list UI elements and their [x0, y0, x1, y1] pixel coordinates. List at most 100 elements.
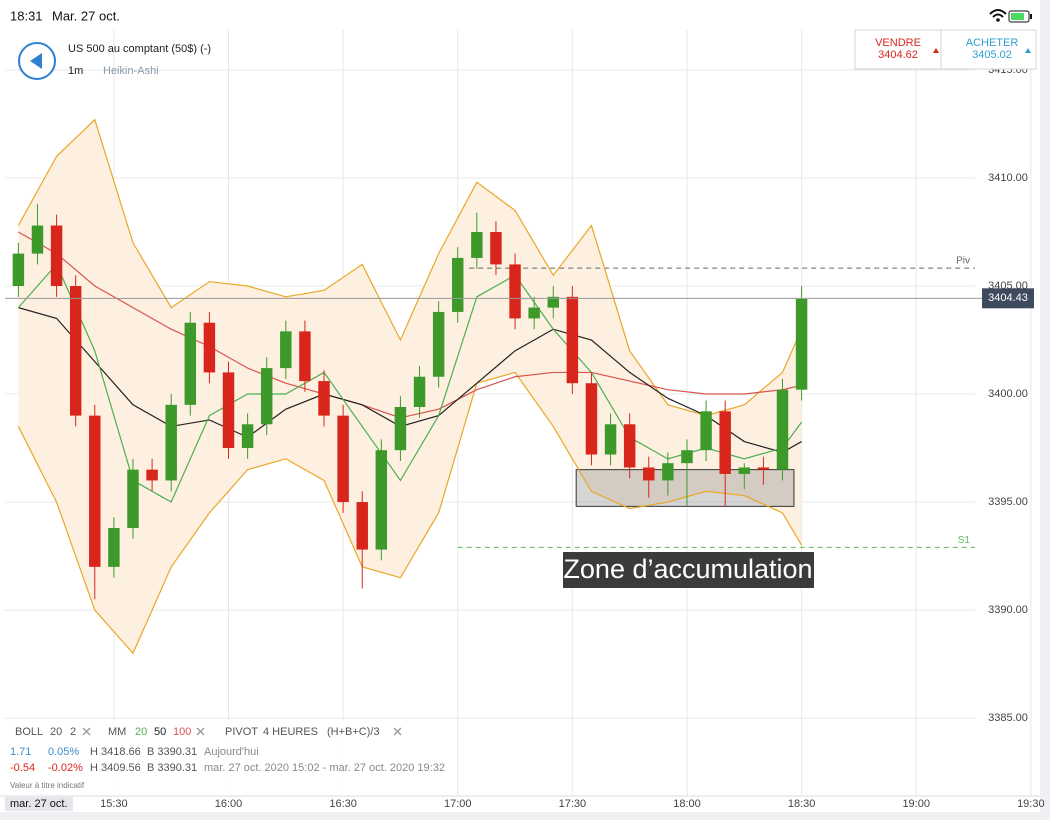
- candle-body: [280, 331, 292, 369]
- candle-body: [50, 225, 63, 287]
- annotation-box: [563, 552, 814, 588]
- candle-body: [795, 298, 808, 390]
- legend-remove[interactable]: [82, 727, 91, 736]
- candle-body: [681, 450, 693, 464]
- candle-body: [776, 389, 789, 470]
- pivot-label: Piv: [956, 256, 970, 267]
- instrument: US 500 au comptant (50$) (-): [68, 43, 211, 55]
- x-tick-label: 17:30: [559, 798, 587, 810]
- candle-body: [31, 225, 44, 254]
- candle-body: [108, 527, 120, 567]
- buy-label: ACHETER: [966, 37, 1019, 49]
- candle-body: [490, 231, 502, 265]
- x-tick-label: 16:30: [329, 798, 357, 810]
- y-tick-label: 3390.00: [988, 604, 1028, 616]
- pivot-label: S1: [958, 535, 971, 546]
- legend-param: (H+B+C)/3: [327, 726, 380, 738]
- plot: PivS13385.003390.003395.003400.003405.00…: [5, 30, 1032, 795]
- candle-body: [89, 415, 101, 567]
- x-tick-label: 19:30: [1017, 798, 1045, 810]
- legend-indicator[interactable]: PIVOT: [225, 726, 258, 738]
- legend-high: H 3418.66: [90, 746, 141, 758]
- candle-body: [299, 331, 311, 382]
- x-tick-label: 17:00: [444, 798, 472, 810]
- x-tick-label: 19:00: [902, 798, 930, 810]
- legend-remove[interactable]: [196, 727, 205, 736]
- candle-body: [662, 463, 674, 481]
- annotation: Zone d’accumulation: [563, 554, 812, 584]
- candle-body: [318, 381, 330, 416]
- candle-body: [585, 383, 598, 455]
- legend-change: -0.54: [10, 762, 35, 774]
- candle-body: [241, 424, 254, 449]
- candle-body: [413, 376, 426, 407]
- sell-price: 3404.62: [878, 49, 918, 61]
- candle-body: [432, 311, 445, 377]
- x-tick-label: 16:00: [215, 798, 243, 810]
- candle-body: [509, 264, 521, 319]
- chart-style[interactable]: Heikin-Ashi: [103, 65, 159, 77]
- legend-indicator[interactable]: MM: [108, 726, 126, 738]
- candle-body: [757, 467, 770, 470]
- legend-indicator[interactable]: BOLL: [15, 726, 43, 738]
- x-tick-label: 18:00: [673, 798, 701, 810]
- candle-body: [127, 469, 139, 528]
- x-tick-label: 18:30: [788, 798, 816, 810]
- accumulation-zone: [575, 469, 795, 507]
- candle-body: [471, 231, 483, 258]
- legend-period: Aujourd'hui: [204, 746, 259, 758]
- buy-price: 3405.02: [972, 49, 1012, 61]
- legend-note: Valeur à titre indicatif: [10, 781, 85, 790]
- indicator-line: [17, 118, 803, 417]
- candle-body: [222, 372, 235, 449]
- date-badge: [5, 797, 73, 811]
- candle-body: [356, 502, 368, 550]
- last-price-box: [982, 288, 1034, 309]
- legend-remove[interactable]: [393, 727, 402, 736]
- y-tick-label: 3400.00: [988, 388, 1028, 400]
- y-tick-label: 3395.00: [988, 496, 1028, 508]
- sell-button[interactable]: VENDRE 3404.62: [854, 29, 942, 70]
- candle-body: [375, 450, 388, 550]
- last-price-label: 3404.43: [988, 292, 1028, 304]
- date-badge-text: mar. 27 oct.: [10, 798, 67, 810]
- legend-param: 2: [70, 726, 76, 738]
- y-tick-label: 3410.00: [988, 172, 1028, 184]
- legend-param: 20: [135, 726, 147, 738]
- candle-body: [203, 322, 216, 373]
- legend-panel: [5, 720, 445, 795]
- sell-label: VENDRE: [875, 37, 921, 49]
- status-time: 18:31: [10, 8, 43, 23]
- legend-param: 100: [173, 726, 191, 738]
- buy-button[interactable]: ACHETER 3405.02: [940, 29, 1037, 70]
- bollinger-band: [18, 119, 802, 654]
- status-icons: [989, 9, 1032, 23]
- legend-param: 4 HEURES: [263, 726, 318, 738]
- candle-body: [604, 424, 617, 455]
- x-tick-label: 15:30: [100, 798, 128, 810]
- candle-body: [623, 424, 636, 468]
- legend-high: H 3409.56: [90, 762, 141, 774]
- interval[interactable]: 1m: [68, 65, 83, 77]
- legend-param: 50: [154, 726, 166, 738]
- candle-body: [69, 286, 82, 416]
- candle-body: [146, 469, 158, 481]
- status-date: Mar. 27 oct.: [52, 8, 120, 23]
- back-button[interactable]: [18, 42, 56, 80]
- candle-body: [700, 411, 712, 451]
- legend-low: B 3390.31: [147, 762, 197, 774]
- legend-period: mar. 27 oct. 2020 15:02 - mar. 27 oct. 2…: [204, 762, 445, 774]
- candle-body: [184, 322, 197, 405]
- legend-param: 20: [50, 726, 62, 738]
- legend-change: 1.71: [10, 746, 31, 758]
- legend-low: B 3390.31: [147, 746, 197, 758]
- candle-body: [566, 296, 579, 384]
- y-tick-label: 3385.00: [988, 712, 1028, 724]
- candle-body: [719, 411, 731, 474]
- candle-body: [738, 467, 751, 474]
- candle-body: [12, 253, 25, 287]
- candle-body: [394, 406, 407, 451]
- candle-body: [643, 467, 655, 481]
